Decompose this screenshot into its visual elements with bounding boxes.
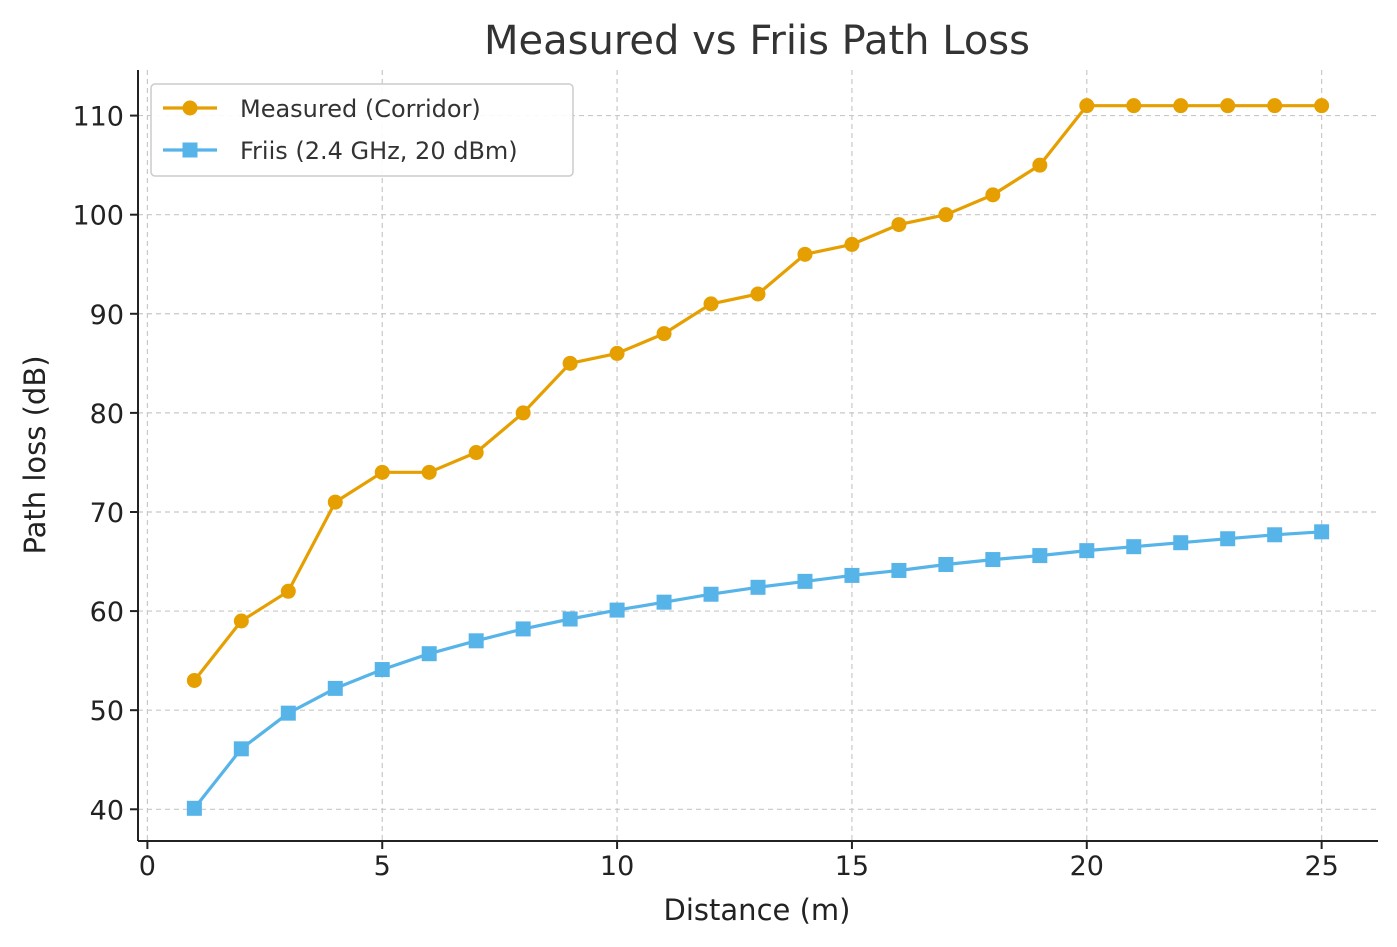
data-point: [1314, 98, 1330, 114]
data-point: [280, 583, 296, 599]
data-point: [1173, 535, 1189, 551]
data-point: [562, 611, 578, 627]
data-point: [750, 286, 766, 302]
y-tick-label: 70: [90, 498, 124, 529]
data-point: [609, 602, 625, 618]
data-point: [1220, 531, 1236, 547]
data-point: [703, 586, 719, 602]
data-point: [1032, 157, 1048, 173]
data-point: [1126, 539, 1142, 555]
legend-label: Friis (2.4 GHz, 20 dBm): [240, 137, 518, 165]
data-point: [1314, 524, 1330, 540]
data-point: [562, 355, 578, 371]
data-point: [938, 557, 954, 573]
y-tick-label: 110: [72, 102, 124, 133]
data-point: [797, 246, 813, 262]
data-point: [421, 464, 437, 480]
legend-swatch-marker: [182, 100, 198, 116]
x-tick-label: 5: [374, 851, 391, 882]
data-point: [891, 562, 907, 578]
legend-item: Friis (2.4 GHz, 20 dBm): [163, 137, 518, 165]
x-tick-label: 0: [139, 851, 156, 882]
data-point: [891, 217, 907, 233]
series-layer: [186, 98, 1330, 816]
data-point: [1079, 98, 1095, 114]
data-point: [609, 345, 625, 361]
data-point: [374, 464, 390, 480]
data-point: [515, 621, 531, 637]
data-point: [1267, 527, 1283, 543]
data-point: [233, 613, 249, 629]
y-tick-label: 100: [72, 201, 124, 232]
data-point: [938, 207, 954, 223]
data-point: [1079, 543, 1095, 559]
data-point: [515, 405, 531, 421]
series-0: [186, 98, 1330, 688]
x-tick-label: 15: [835, 851, 869, 882]
data-point: [797, 573, 813, 589]
data-point: [468, 633, 484, 649]
data-point: [1173, 98, 1189, 114]
data-point: [656, 326, 672, 342]
ticks: 0 5 10 15 20 25 40 50 60 70 80 90 100 110: [72, 102, 1338, 882]
y-tick-label: 60: [90, 597, 124, 628]
data-point: [1126, 98, 1142, 114]
grid: [138, 70, 1378, 841]
data-point: [703, 296, 719, 312]
data-point: [985, 552, 1001, 568]
data-point: [233, 741, 249, 757]
data-point: [327, 494, 343, 510]
data-point: [985, 187, 1001, 203]
y-tick-label: 90: [90, 300, 124, 331]
legend-swatch-marker: [182, 142, 198, 158]
legend: Measured (Corridor) Friis (2.4 GHz, 20 dB…: [150, 83, 574, 177]
data-point: [1220, 98, 1236, 114]
x-tick-label: 10: [600, 851, 634, 882]
y-tick-label: 80: [90, 399, 124, 430]
series-line: [193, 530, 1322, 810]
y-axis-label: Path loss (dB): [18, 355, 52, 554]
data-point: [374, 662, 390, 678]
chart-title: Measured vs Friis Path Loss: [484, 18, 1030, 64]
data-point: [750, 579, 766, 595]
data-point: [656, 594, 672, 610]
data-point: [468, 445, 484, 461]
x-tick-label: 20: [1070, 851, 1104, 882]
data-point: [280, 705, 296, 721]
y-tick-label: 40: [90, 795, 124, 826]
data-point: [844, 567, 860, 583]
legend-label: Measured (Corridor): [240, 95, 481, 123]
data-point: [186, 800, 202, 816]
x-tick-label: 25: [1304, 851, 1338, 882]
series-1: [186, 524, 1330, 816]
y-tick-label: 50: [90, 696, 124, 727]
data-point: [844, 236, 860, 252]
data-point: [1267, 98, 1283, 114]
legend-box: [150, 83, 574, 177]
legend-item: Measured (Corridor): [163, 95, 481, 123]
data-point: [1032, 548, 1048, 564]
data-point: [421, 646, 437, 662]
data-point: [327, 680, 343, 696]
data-point: [186, 672, 202, 688]
x-axis-label: Distance (m): [664, 893, 851, 927]
